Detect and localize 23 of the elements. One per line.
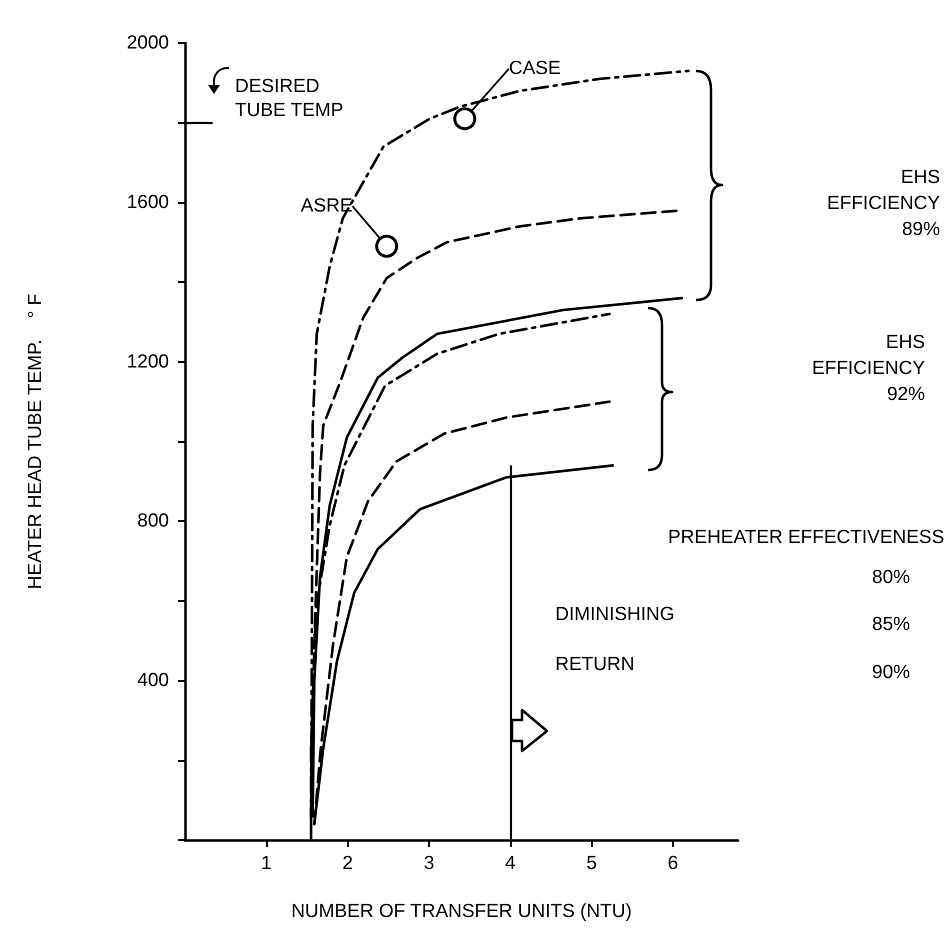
x-axis-title: NUMBER OF TRANSFER UNITS (NTU): [291, 901, 632, 922]
y-axis-title: HEATER HEAD TUBE TEMP. ° F: [25, 294, 46, 590]
text: 85%: [872, 613, 910, 637]
y-tick-label: 800: [137, 510, 169, 532]
text: DIMINISHING RETURN: [555, 604, 675, 675]
ref-line-label: DESIRED TUBE TEMP: [235, 74, 375, 123]
y-tick-label: 2000: [126, 32, 169, 54]
text: CASE: [508, 58, 561, 80]
annotation: PREHEATER EFFECTIVENESS: [668, 526, 944, 550]
x-tick-label: 2: [342, 853, 353, 874]
y-tick-label: 400: [137, 670, 169, 692]
y-tick-label: 1200: [126, 351, 169, 372]
text: EHS EFFICIENCY 92%: [811, 331, 925, 407]
x-tick-label: 1: [261, 853, 272, 874]
x-tick-label: 4: [505, 853, 516, 874]
text: EHS EFFICIENCY 89%: [826, 166, 940, 242]
x-tick-label: 5: [586, 853, 597, 874]
y-tick-label: 1600: [126, 192, 169, 213]
text: 80%: [872, 566, 910, 590]
text: 90%: [872, 661, 910, 685]
series-label: ASRE: [300, 196, 353, 217]
x-tick-label: 6: [668, 853, 678, 874]
x-tick-label: 3: [424, 853, 434, 874]
